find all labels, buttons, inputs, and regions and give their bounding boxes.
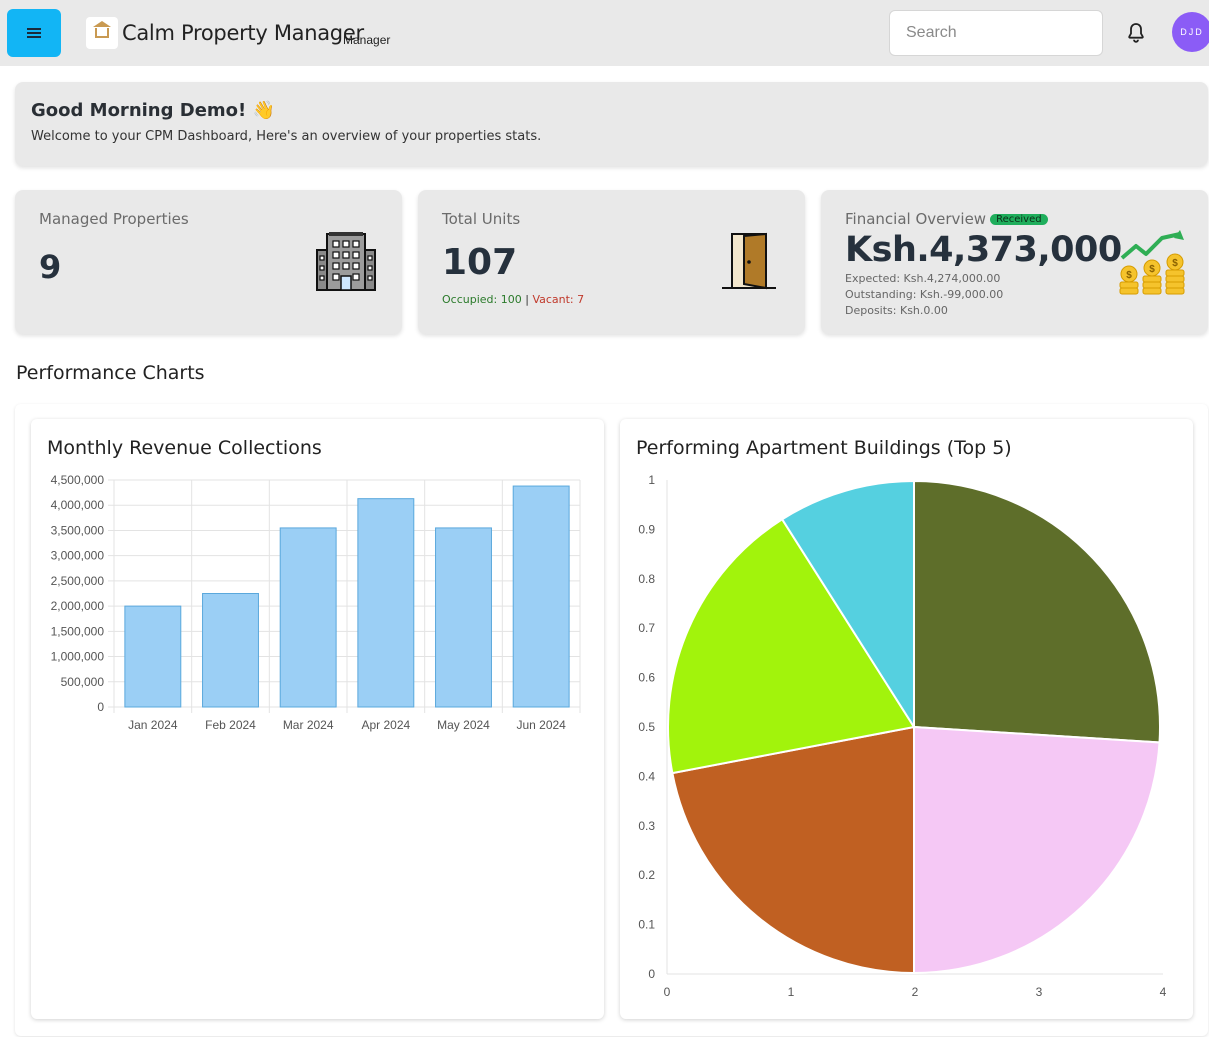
y-tick-label: 0 xyxy=(97,700,104,714)
managed-properties-value: 9 xyxy=(39,248,62,286)
y-tick-label: 1 xyxy=(648,473,655,487)
welcome-banner: Good Morning Demo! 👋 Welcome to your CPM… xyxy=(15,82,1208,166)
revenue-bar xyxy=(435,527,492,708)
user-avatar[interactable]: DJD xyxy=(1172,12,1209,52)
x-tick-label: 2 xyxy=(912,985,919,999)
search-input[interactable] xyxy=(889,10,1103,56)
y-tick-label: 0.2 xyxy=(638,868,655,882)
svg-text:$: $ xyxy=(1172,258,1178,269)
financial-overview-card: Financial Overview Received Ksh.4,373,000… xyxy=(821,190,1208,334)
top-navbar: Calm Property Manager Manager DJD xyxy=(0,0,1209,66)
chart-title: Monthly Revenue Collections xyxy=(47,437,322,459)
revenue-bar xyxy=(279,527,337,708)
card-label: Financial Overview Received xyxy=(845,210,1048,228)
y-tick-label: 0.9 xyxy=(638,522,655,536)
svg-text:$: $ xyxy=(1126,270,1132,281)
hamburger-icon xyxy=(27,26,41,40)
separator: | xyxy=(525,293,529,306)
coins-growth-icon: $ $ $ xyxy=(1119,230,1185,295)
units-breakdown: Occupied: 100 | Vacant: 7 xyxy=(442,293,584,306)
y-tick-label: 0.4 xyxy=(638,769,655,783)
y-tick-label: 2,500,000 xyxy=(51,574,105,588)
revenue-bar xyxy=(512,485,570,708)
x-tick-label: Mar 2024 xyxy=(283,718,334,732)
x-tick-label: 1 xyxy=(788,985,795,999)
y-tick-label: 2,000,000 xyxy=(51,599,105,613)
vacant-count: Vacant: 7 xyxy=(532,293,585,306)
y-tick-label: 1,000,000 xyxy=(51,650,105,664)
pie-slice xyxy=(667,517,916,775)
received-badge: Received xyxy=(990,214,1048,225)
card-label: Total Units xyxy=(442,210,521,228)
total-units-card: Total Units 107 Occupied: 100 | Vacant: … xyxy=(418,190,805,334)
y-tick-label: 0.6 xyxy=(638,671,655,685)
buildings-chart-card: Performing Apartment Buildings (Top 5) 0… xyxy=(620,419,1193,1019)
revenue-bar-chart: 0 500,000 1,000,000 1,500,000 2,000,000 2,500… xyxy=(51,473,581,732)
menu-toggle-button[interactable] xyxy=(7,9,61,57)
total-units-value: 107 xyxy=(442,242,518,283)
outstanding-amount: Outstanding: Ksh.-99,000.00 xyxy=(845,288,1004,301)
y-tick-label: 4,500,000 xyxy=(51,473,105,487)
deposits-amount: Deposits: Ksh.0.00 xyxy=(845,304,948,317)
y-tick-label: 3,500,000 xyxy=(51,523,105,537)
door-icon xyxy=(722,232,776,290)
revenue-bar xyxy=(124,605,182,708)
financial-label: Financial Overview xyxy=(845,210,987,228)
brand-logo[interactable] xyxy=(86,17,118,49)
building-icon xyxy=(316,232,376,291)
app-title: Calm Property Manager xyxy=(122,21,364,45)
y-tick-label: 3,000,000 xyxy=(51,549,105,563)
y-tick-label: 0.3 xyxy=(638,819,655,833)
x-tick-label: 3 xyxy=(1036,985,1043,999)
bell-icon[interactable] xyxy=(1124,21,1148,45)
x-tick-label: 4 xyxy=(1160,985,1167,999)
expected-amount: Expected: Ksh.4,274,000.00 xyxy=(845,272,1001,285)
y-tick-label: 500,000 xyxy=(61,675,105,689)
x-tick-label: May 2024 xyxy=(437,718,490,732)
svg-text:$: $ xyxy=(1149,264,1155,275)
greeting-heading: Good Morning Demo! 👋 xyxy=(31,100,275,121)
buildings-pie-chart: 0 0.1 0.2 0.3 0.4 0.5 0.6 0.7 0.8 0.9 1 0 1 2 3 4 xyxy=(638,473,1167,999)
managed-properties-card: Managed Properties 9 xyxy=(15,190,402,334)
chart-title: Performing Apartment Buildings (Top 5) xyxy=(636,437,1012,459)
pie-slice xyxy=(913,479,1161,744)
revenue-chart-card: Monthly Revenue Collections 0 500,000 1,00… xyxy=(31,419,604,1019)
card-label: Managed Properties xyxy=(39,210,189,228)
pie-slice xyxy=(780,479,915,731)
y-tick-label: 0.5 xyxy=(638,720,655,734)
revenue-bar xyxy=(202,593,259,708)
y-tick-label: 0 xyxy=(648,967,655,981)
pie-slice xyxy=(671,725,915,975)
user-role: Manager xyxy=(343,33,391,47)
x-tick-label: Jan 2024 xyxy=(128,718,178,732)
x-tick-label: Apr 2024 xyxy=(361,718,410,732)
y-tick-label: 0.8 xyxy=(638,572,655,586)
section-title: Performance Charts xyxy=(16,362,205,384)
y-tick-label: 0.1 xyxy=(638,918,655,932)
occupied-count: Occupied: 100 xyxy=(442,293,522,306)
y-tick-label: 1,500,000 xyxy=(51,624,105,638)
x-tick-label: 0 xyxy=(664,985,671,999)
y-tick-label: 4,000,000 xyxy=(51,498,105,512)
x-tick-label: Feb 2024 xyxy=(205,718,256,732)
pie-slice xyxy=(913,725,1161,975)
revenue-bar xyxy=(357,498,415,708)
financial-value: Ksh.4,373,000 xyxy=(845,230,1122,270)
x-tick-label: Jun 2024 xyxy=(516,718,566,732)
welcome-message: Welcome to your CPM Dashboard, Here's an… xyxy=(31,129,542,144)
y-tick-label: 0.7 xyxy=(638,621,655,635)
